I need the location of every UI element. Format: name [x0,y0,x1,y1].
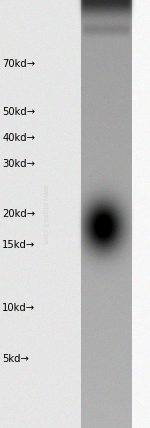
Text: 30kd→: 30kd→ [2,159,35,169]
Text: 70kd→: 70kd→ [2,59,35,69]
Text: 50kd→: 50kd→ [2,107,35,117]
Text: 40kd→: 40kd→ [2,133,35,143]
Text: 5kd→: 5kd→ [2,354,29,364]
Text: 20kd→: 20kd→ [2,209,35,219]
Text: www.ptgab3.com: www.ptgab3.com [42,184,48,244]
Text: 15kd→: 15kd→ [2,240,36,250]
Text: 10kd→: 10kd→ [2,303,35,313]
